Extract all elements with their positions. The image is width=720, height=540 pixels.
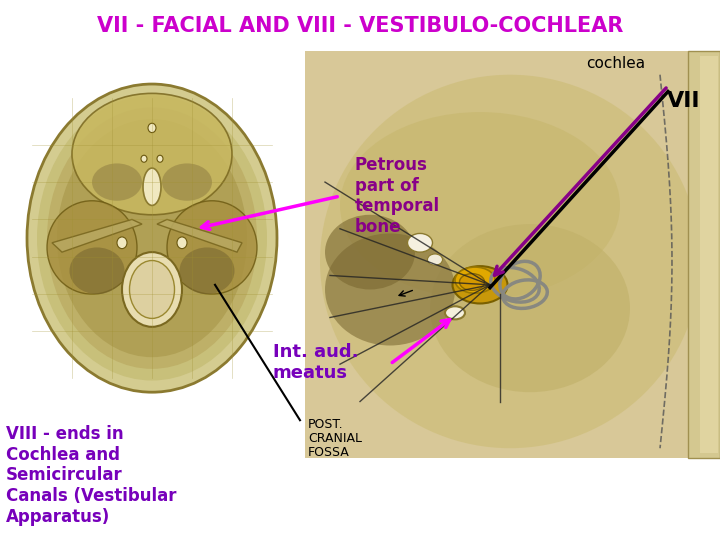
Ellipse shape (47, 107, 257, 369)
Ellipse shape (167, 201, 257, 294)
Ellipse shape (27, 84, 277, 392)
Text: POST.
CRANIAL
FOSSA: POST. CRANIAL FOSSA (308, 418, 362, 460)
Ellipse shape (325, 215, 415, 289)
Polygon shape (52, 219, 142, 252)
Ellipse shape (130, 260, 174, 319)
Text: VII: VII (667, 91, 700, 111)
Ellipse shape (47, 201, 137, 294)
Ellipse shape (428, 254, 443, 265)
Ellipse shape (143, 168, 161, 205)
Text: VII - FACIAL AND VIII - VESTIBULO-COCHLEAR: VII - FACIAL AND VIII - VESTIBULO-COCHLE… (96, 16, 624, 36)
Ellipse shape (179, 247, 235, 294)
Ellipse shape (148, 123, 156, 133)
Ellipse shape (177, 237, 187, 248)
Ellipse shape (430, 224, 630, 392)
Ellipse shape (325, 233, 455, 346)
Ellipse shape (340, 112, 620, 299)
Text: Petrous
part of
temporal
bone: Petrous part of temporal bone (355, 156, 440, 237)
Text: Int. aud.
meatus: Int. aud. meatus (273, 343, 359, 382)
Ellipse shape (157, 155, 163, 162)
Ellipse shape (408, 233, 433, 252)
Ellipse shape (72, 93, 232, 215)
Bar (688, 51, 720, 457)
Ellipse shape (320, 75, 700, 448)
Ellipse shape (445, 306, 465, 319)
Ellipse shape (92, 164, 142, 201)
Polygon shape (157, 219, 242, 252)
Ellipse shape (452, 266, 508, 303)
Ellipse shape (37, 96, 267, 381)
Ellipse shape (162, 164, 212, 201)
Ellipse shape (141, 155, 147, 162)
Ellipse shape (455, 267, 495, 293)
Text: cochlea: cochlea (586, 56, 645, 71)
Bar (305, 51, 715, 457)
Ellipse shape (117, 237, 127, 248)
Bar (700, 56, 718, 453)
Ellipse shape (122, 252, 182, 327)
Ellipse shape (70, 247, 125, 294)
Text: VIII - ends in
Cochlea and
Semicircular
Canals (Vestibular
Apparatus): VIII - ends in Cochlea and Semicircular … (6, 425, 176, 526)
Ellipse shape (57, 119, 247, 357)
Ellipse shape (459, 274, 485, 291)
